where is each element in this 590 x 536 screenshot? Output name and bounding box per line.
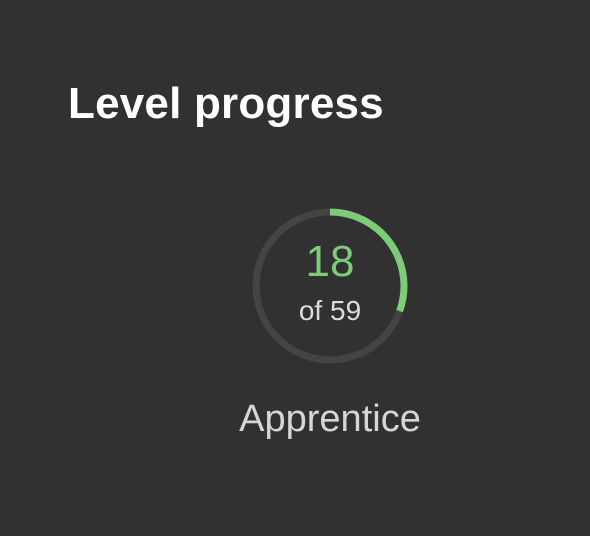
progress-current-count: 18 (305, 237, 355, 286)
card-title: Level progress (68, 79, 384, 128)
level-rank-label: Apprentice (239, 398, 421, 440)
progress-ring-fill (252, 208, 408, 364)
progress-ring: 18 of 59 (250, 206, 410, 366)
progress-ring-graphic (252, 208, 408, 364)
progress-total-label: of 59 (298, 295, 362, 326)
